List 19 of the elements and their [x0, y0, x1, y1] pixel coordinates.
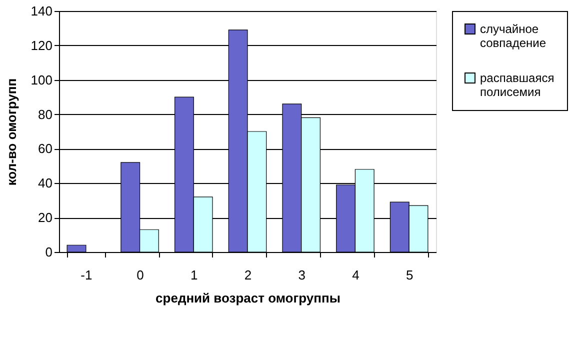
y-axis-title: кол-во омогрупп — [4, 78, 19, 186]
y-tick-label: 80 — [38, 106, 52, 122]
x-tick-label: 2 — [244, 268, 252, 282]
x-tick-label: 3 — [298, 268, 306, 282]
x-tick-label: 4 — [352, 268, 360, 282]
x-tick-label: -1 — [80, 268, 92, 282]
y-tick-label: 100 — [30, 72, 52, 88]
y-tick-label: 120 — [30, 38, 52, 53]
x-tick-label: 0 — [136, 268, 144, 282]
x-tick-label: 1 — [190, 268, 198, 282]
x-axis-title: средний возраст омогруппы — [156, 290, 340, 306]
y-tick-label: 0 — [45, 244, 52, 260]
legend-label: распавшаяся полисемия — [480, 71, 554, 99]
y-tick-label: 60 — [38, 141, 52, 156]
x-tick-label: 5 — [406, 268, 414, 282]
y-tick-label: 40 — [38, 176, 52, 191]
y-tick-label: 140 — [30, 4, 52, 18]
legend-label: случайное совпадение — [480, 22, 546, 50]
y-tick-label: 20 — [38, 210, 52, 226]
